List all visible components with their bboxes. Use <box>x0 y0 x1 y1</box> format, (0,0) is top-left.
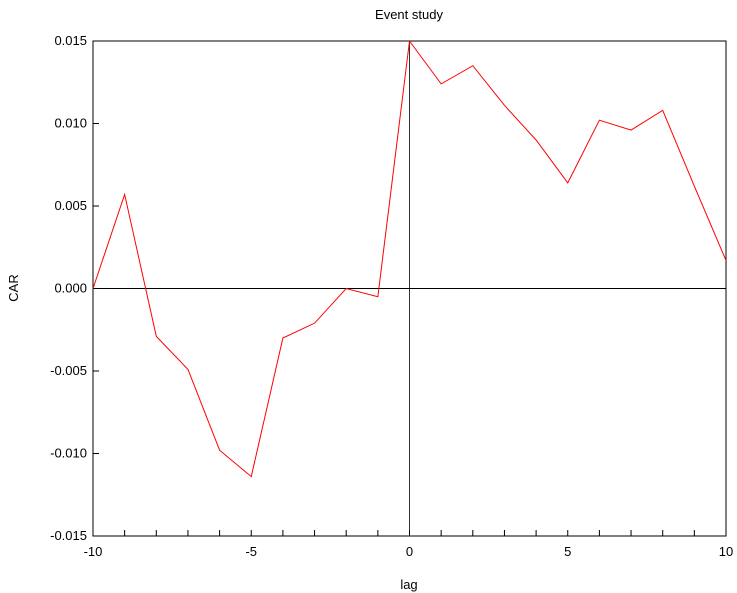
y-tick-label: -0.010 <box>50 446 87 461</box>
y-axis-label: CAR <box>6 274 21 301</box>
x-tick-label: -10 <box>84 544 103 559</box>
series-group <box>92 39 727 478</box>
y-tick-label: -0.005 <box>50 363 87 378</box>
y-tick-label: 0.005 <box>54 198 87 213</box>
y-axis: -0.015 -0.010 -0.005 0.000 0.005 0.010 0.015 <box>50 33 99 543</box>
x-axis: -10 -5 0 5 10 <box>84 530 733 559</box>
x-tick-label: 10 <box>719 544 733 559</box>
chart-title: Event study <box>375 7 443 22</box>
x-axis-label: lag <box>400 577 417 592</box>
y-tick-label: 0.010 <box>54 116 87 131</box>
x-tick-label: 5 <box>564 544 571 559</box>
y-tick-label: 0.015 <box>54 33 87 48</box>
y-tick-label: 0.000 <box>54 281 87 296</box>
x-tick-label: -5 <box>245 544 257 559</box>
x-tick-label: 0 <box>406 544 413 559</box>
y-tick-label: -0.015 <box>50 528 87 543</box>
